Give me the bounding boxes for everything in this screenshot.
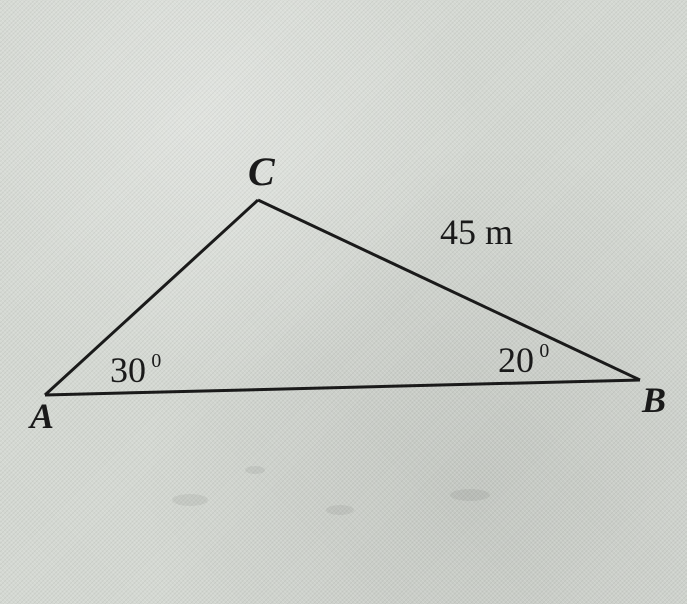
smudge <box>326 505 354 515</box>
svg-text:20: 20 <box>498 340 534 380</box>
angle-label-b: 20 0 <box>498 340 549 380</box>
triangle-diagram: A B C 30 0 20 0 45 m <box>0 0 687 604</box>
smudge <box>172 494 208 506</box>
angle-label-a: 30 0 <box>110 350 161 390</box>
vertex-label-a: A <box>28 396 54 436</box>
vertex-label-c: C <box>248 149 276 194</box>
svg-text:30: 30 <box>110 350 146 390</box>
smudge <box>450 489 490 501</box>
vertex-label-b: B <box>641 380 666 420</box>
svg-text:0: 0 <box>539 340 549 362</box>
side-label-cb: 45 m <box>440 212 513 252</box>
smudge <box>245 466 265 474</box>
svg-text:0: 0 <box>151 350 161 372</box>
